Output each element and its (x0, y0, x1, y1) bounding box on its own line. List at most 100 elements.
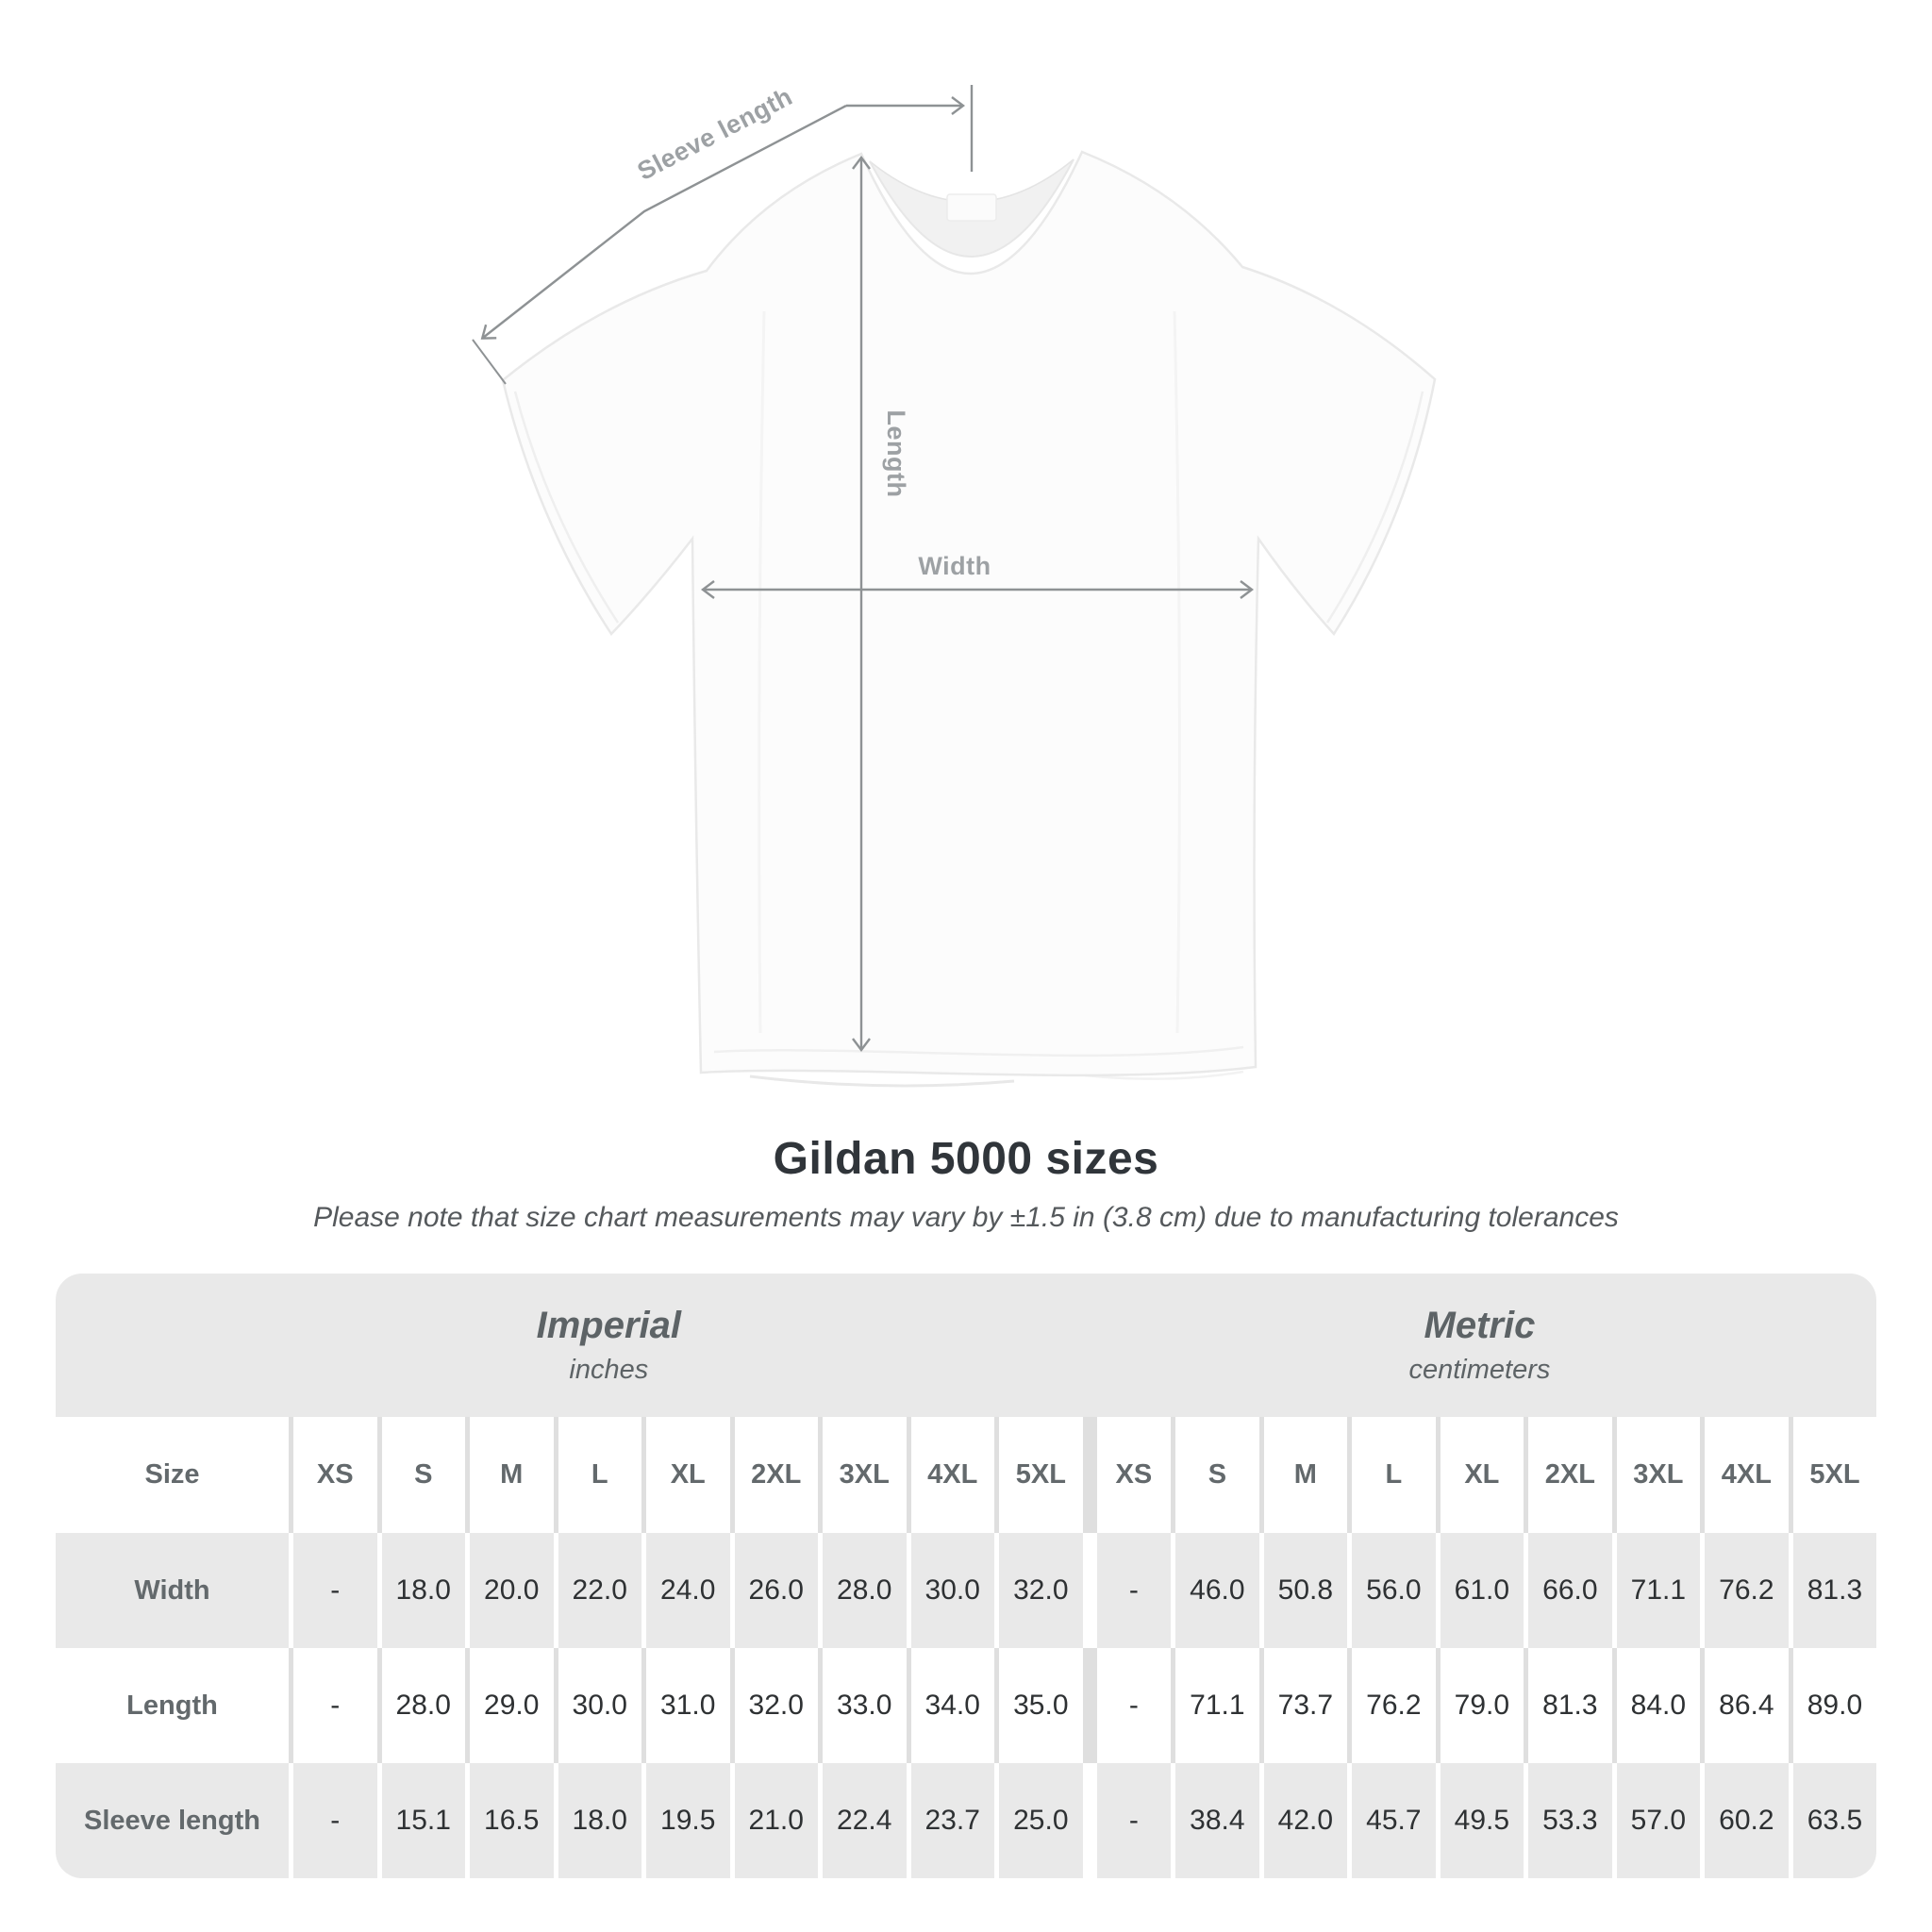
value-cell: 73.7 (1258, 1648, 1348, 1763)
value-cell: 57.0 (1611, 1763, 1701, 1878)
value-cell: 24.0 (641, 1533, 730, 1648)
size-col-header-imperial: 5XL (994, 1417, 1083, 1533)
value-cell: 66.0 (1524, 1533, 1612, 1648)
size-col-header-metric: 4XL (1700, 1417, 1789, 1533)
size-col-header-metric: L (1347, 1417, 1436, 1533)
value-cell: 60.2 (1700, 1763, 1789, 1878)
size-col-header-imperial: M (465, 1417, 554, 1533)
value-cell: - (289, 1648, 377, 1763)
value-cell: 20.0 (465, 1533, 554, 1648)
size-col-header-imperial: XS (289, 1417, 377, 1533)
value-cell: 53.3 (1524, 1763, 1612, 1878)
tshirt-illustration (501, 150, 1437, 1088)
value-cell: - (1082, 1533, 1172, 1648)
value-cell: 61.0 (1435, 1533, 1524, 1648)
value-cell: 18.0 (553, 1763, 641, 1878)
length-row: Length -28.0 29.0 30.0 31.0 32.0 33.0 34.0 35.0… (56, 1648, 1876, 1763)
value-cell: 86.4 (1700, 1648, 1789, 1763)
imperial-unit-label: inches (569, 1355, 649, 1385)
tshirt-measurement-diagram: Sleeve length Length Width (472, 82, 1437, 1088)
size-table: Imperial inches Metric centimeters Size (56, 1274, 1876, 1878)
unit-band-row: Imperial inches Metric centimeters (56, 1274, 1876, 1417)
sleeve-length-arrow-diagonal (480, 104, 847, 340)
value-cell: 29.0 (465, 1648, 554, 1763)
tshirt-details (513, 158, 1424, 1088)
value-cell: 89.0 (1788, 1648, 1876, 1763)
value-cell: 76.2 (1347, 1648, 1436, 1763)
tolerance-note: Please note that size chart measurements… (313, 1202, 1619, 1233)
value-cell: 23.7 (906, 1763, 994, 1878)
value-cell: 25.0 (994, 1763, 1083, 1878)
size-col-header-imperial: XL (641, 1417, 730, 1533)
size-col-header-imperial: S (376, 1417, 465, 1533)
size-col-header-metric: M (1258, 1417, 1348, 1533)
width-label: Width (918, 552, 991, 580)
value-cell: - (289, 1763, 377, 1878)
width-row: Width -18.0 20.0 22.0 24.0 26.0 28.0 30.0 32.0-… (56, 1533, 1876, 1648)
value-cell: 19.5 (641, 1763, 730, 1878)
value-cell: 21.0 (729, 1763, 818, 1878)
size-col-header-metric: 2XL (1524, 1417, 1612, 1533)
page-title: Gildan 5000 sizes (773, 1134, 1159, 1184)
value-cell: 56.0 (1347, 1533, 1436, 1648)
metric-unit-label: centimeters (1408, 1355, 1551, 1385)
value-cell: 34.0 (906, 1648, 994, 1763)
value-cell: 79.0 (1435, 1648, 1524, 1763)
sleeve-length-label: Sleeve length (633, 82, 797, 186)
value-cell: 26.0 (729, 1533, 818, 1648)
value-cell: 32.0 (994, 1533, 1083, 1648)
size-col-header-metric: XL (1435, 1417, 1524, 1533)
value-cell: 32.0 (729, 1648, 818, 1763)
row-label-sleeve-length: Sleeve length (56, 1763, 289, 1878)
value-cell: 31.0 (641, 1648, 730, 1763)
value-cell: 22.0 (553, 1533, 641, 1648)
value-cell: 45.7 (1347, 1763, 1436, 1878)
value-cell: 50.8 (1258, 1533, 1348, 1648)
value-cell: 15.1 (376, 1763, 465, 1878)
value-cell: 35.0 (994, 1648, 1083, 1763)
value-cell: - (1082, 1763, 1172, 1878)
size-col-header-imperial: 2XL (729, 1417, 818, 1533)
tshirt-body (501, 150, 1437, 1077)
size-col-header-imperial: 3XL (818, 1417, 907, 1533)
value-cell: 76.2 (1700, 1533, 1789, 1648)
imperial-band-cell: Imperial inches (56, 1274, 1083, 1417)
value-cell: - (1082, 1648, 1172, 1763)
value-cell: 63.5 (1788, 1763, 1876, 1878)
value-cell: - (289, 1533, 377, 1648)
value-cell: 33.0 (818, 1648, 907, 1763)
value-cell: 49.5 (1435, 1763, 1524, 1878)
row-label-width: Width (56, 1533, 289, 1648)
size-col-header-imperial: L (553, 1417, 641, 1533)
metric-band-cell: Metric centimeters (1082, 1274, 1876, 1417)
value-cell: 18.0 (376, 1533, 465, 1648)
value-cell: 42.0 (1258, 1763, 1348, 1878)
value-cell: 81.3 (1788, 1533, 1876, 1648)
sleeve-length-row: Sleeve length -15.1 16.5 18.0 19.5 21.0 22.4 2… (56, 1763, 1876, 1878)
metric-section-title: Metric (1424, 1305, 1536, 1346)
value-cell: 71.1 (1611, 1533, 1701, 1648)
imperial-section-title: Imperial (536, 1305, 682, 1346)
size-col-header-metric: 3XL (1611, 1417, 1701, 1533)
sleeve-corner-extension-tick (472, 339, 507, 385)
value-cell: 28.0 (818, 1533, 907, 1648)
size-col-header-imperial: 4XL (906, 1417, 994, 1533)
value-cell: 30.0 (553, 1648, 641, 1763)
size-col-header-metric: 5XL (1788, 1417, 1876, 1533)
size-col-header-metric: S (1171, 1417, 1259, 1533)
length-label: Length (882, 410, 910, 498)
value-cell: 71.1 (1171, 1648, 1259, 1763)
size-col-header-metric: XS (1082, 1417, 1172, 1533)
value-cell: 30.0 (906, 1533, 994, 1648)
row-label-length: Length (56, 1648, 289, 1763)
value-cell: 46.0 (1171, 1533, 1259, 1648)
size-header-row: Size XS S M L XL 2XL 3XL 4XL 5XL XS S M L XL 2XL 3XL 4XL… (56, 1417, 1876, 1533)
size-column-header: Size (56, 1417, 289, 1533)
value-cell: 28.0 (376, 1648, 465, 1763)
value-cell: 22.4 (818, 1763, 907, 1878)
value-cell: 81.3 (1524, 1648, 1612, 1763)
value-cell: 16.5 (465, 1763, 554, 1878)
value-cell: 38.4 (1171, 1763, 1259, 1878)
value-cell: 84.0 (1611, 1648, 1701, 1763)
